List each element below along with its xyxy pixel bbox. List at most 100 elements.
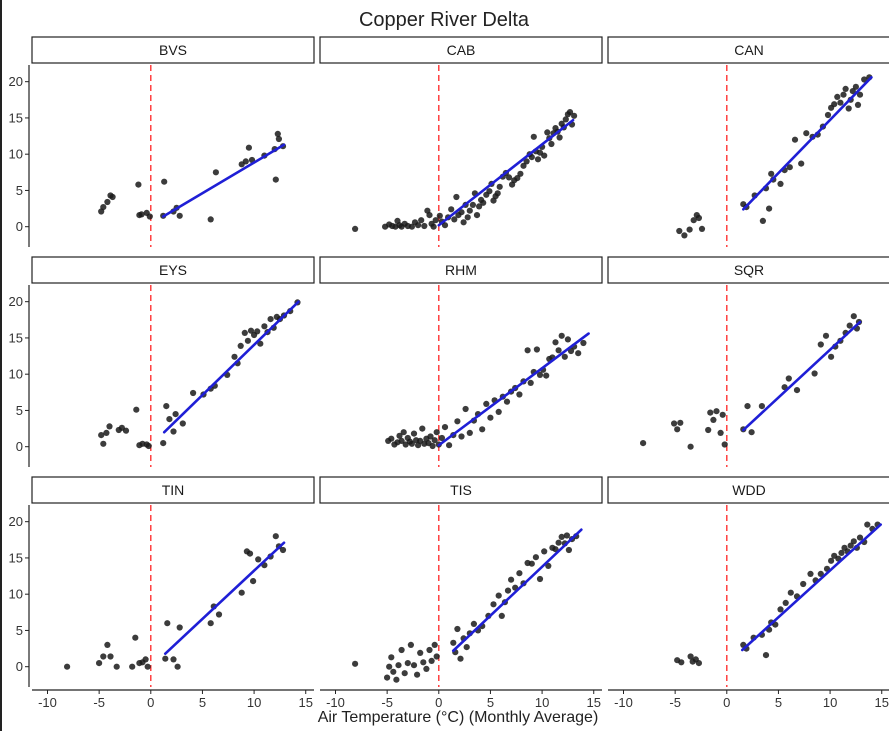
data-point [161,178,168,185]
data-point [536,575,544,583]
facet-label: CAN [734,42,764,58]
data-point [532,554,540,561]
y-tick-label: 15 [9,550,23,565]
data-point [505,174,513,181]
data-point [466,429,473,436]
data-point [215,611,223,618]
data-point [441,222,449,229]
data-point [856,534,864,541]
data-point [179,420,186,427]
facet-strip [319,36,603,64]
y-tick-label: 20 [9,294,23,309]
fit-line [742,76,873,211]
panel-tin: TIN [31,476,315,687]
data-point [486,188,493,195]
facet-strip [607,256,889,284]
data-point [272,533,279,540]
fit-line [740,523,883,652]
data-point [431,437,438,444]
facet-label: CAB [447,42,476,58]
data-point [556,134,563,141]
data-point [129,663,136,670]
data-point [458,433,465,440]
data-point [495,592,502,599]
data-point [417,649,424,657]
data-point [536,371,544,378]
data-point [190,389,197,397]
facet-strip [31,476,315,504]
panel-rhm: RHM [319,256,603,467]
data-point [523,158,530,165]
data-point [541,548,548,555]
data-point [558,332,565,339]
data-point [267,316,274,323]
data-point [419,425,426,432]
data-point [166,416,173,423]
data-point [717,429,724,436]
fit-line [437,332,590,447]
x-tick-label: 10 [247,695,261,710]
data-point [562,116,569,123]
data-point [144,663,151,670]
data-point [464,214,471,221]
data-point [100,204,107,211]
data-point [837,99,844,106]
data-point [433,653,440,660]
data-point [528,154,535,161]
data-point [170,656,177,663]
data-point [575,350,582,357]
data-point [687,653,694,660]
data-point [847,542,854,549]
chart-title: Copper River Delta [359,9,530,31]
data-point [516,570,523,577]
panel-eys: EYS [31,256,315,467]
data-point [768,170,775,177]
data-point [275,135,282,143]
data-point [113,663,120,670]
data-point [677,419,684,426]
data-point [106,423,113,430]
data-point [516,391,523,398]
data-point [133,406,140,413]
y-tick-label: 5 [16,403,23,418]
data-point [458,209,465,216]
data-point [138,211,145,218]
panel-can: CAN [607,36,889,247]
data-point [162,655,169,662]
data-point [160,440,167,447]
data-point [496,183,503,190]
data-point [172,411,179,418]
x-axis-col-3: -10 -5 0 5 10 15 [608,689,889,710]
y-tick-label: 10 [9,367,23,382]
data-point [100,440,107,447]
data-point [782,599,789,607]
data-point [404,660,411,667]
data-point [762,652,770,659]
data-point [545,562,552,570]
data-point [845,105,852,112]
data-point [719,411,726,418]
x-tick-label: 0 [723,695,730,710]
x-axis-col-2: -10 -5 0 5 10 15 [320,689,602,710]
data-point [96,660,103,667]
data-point [466,207,473,214]
y-tick-label: 5 [16,183,23,198]
data-point [261,323,268,330]
data-point [451,216,458,223]
data-point [410,662,418,669]
data-point [164,620,171,627]
data-point [534,156,542,163]
data-point [242,158,249,165]
data-point [241,329,248,336]
y-tick-label: 0 [16,219,23,234]
data-point [410,430,418,437]
x-tick-label: 10 [535,695,549,710]
data-point [408,223,415,230]
data-point [503,398,511,405]
data-point [494,190,501,197]
data-point [856,91,864,98]
data-point [817,570,824,578]
data-point [543,372,550,379]
data-point [396,432,403,439]
